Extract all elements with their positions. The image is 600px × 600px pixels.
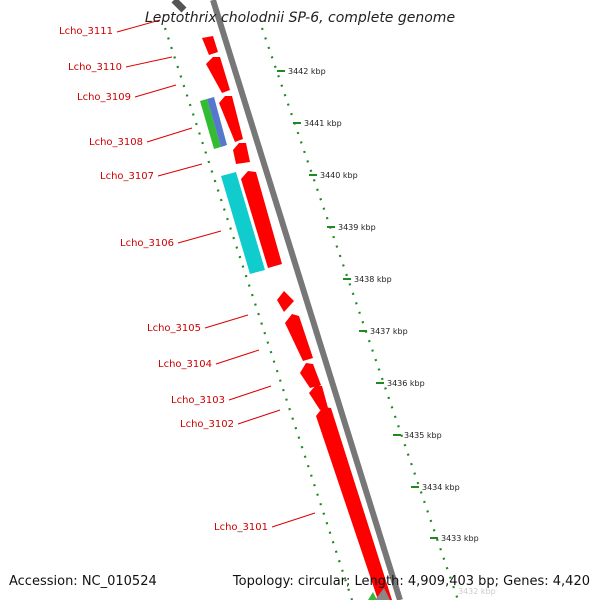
gene-arrow-bottom-grey bbox=[375, 588, 390, 600]
gene-label-leader bbox=[228, 385, 272, 401]
kbp-label: 3437 kbp bbox=[370, 327, 408, 336]
gene-label-lcho-3104[interactable]: Lcho_3104 bbox=[158, 359, 212, 370]
inner-dotted-ring bbox=[163, 27, 354, 600]
gene-label-leader bbox=[215, 349, 260, 365]
gene-label-lcho-3108[interactable]: Lcho_3108 bbox=[89, 137, 143, 148]
gene-arrow-lcho-3102[interactable] bbox=[309, 385, 328, 410]
gene-arrow-lcho-3105[interactable] bbox=[277, 291, 294, 312]
gene-labels: Lcho_3111 Lcho_3110 Lcho_3109 Lcho_3108 Lcho… bbox=[59, 19, 316, 533]
gene-label-leader bbox=[157, 163, 203, 177]
gene-arrow-lcho-3106[interactable] bbox=[241, 171, 282, 268]
kbp-label: 3440 kbp bbox=[320, 171, 358, 180]
kbp-ruler: 3442 kbp 3441 kbp 3440 kbp 3439 kbp 3438 kbp… bbox=[277, 67, 479, 543]
gene-label-leader bbox=[134, 84, 177, 98]
kbp-label: 3434 kbp bbox=[422, 483, 460, 492]
gene-label-lcho-3106[interactable]: Lcho_3106 bbox=[120, 238, 174, 249]
gene-label-leader bbox=[177, 230, 222, 244]
gene-arrow-bottom-green bbox=[368, 592, 377, 600]
gene-label-lcho-3103[interactable]: Lcho_3103 bbox=[171, 395, 225, 406]
gene-label-leader bbox=[271, 512, 316, 528]
kbp-label: 3438 kbp bbox=[354, 275, 392, 284]
gene-arrow-lcho-3103[interactable] bbox=[300, 363, 321, 388]
kbp-label: 3433 kbp bbox=[441, 534, 479, 543]
kbp-label: 3439 kbp bbox=[338, 223, 376, 232]
gene-arrow-lcho-3111[interactable] bbox=[202, 36, 218, 55]
gene-label-leader bbox=[116, 19, 161, 33]
gene-label-leader bbox=[237, 409, 281, 425]
gene-arrow-lcho-3101[interactable] bbox=[316, 407, 392, 600]
gene-arrow-lcho-3109-green[interactable] bbox=[200, 99, 221, 149]
kbp-label: 3436 kbp bbox=[387, 379, 425, 388]
gene-label-lcho-3102[interactable]: Lcho_3102 bbox=[180, 419, 234, 430]
gene-arrow-lcho-3109[interactable] bbox=[219, 96, 243, 142]
gene-label-lcho-3111[interactable]: Lcho_3111 bbox=[59, 26, 113, 37]
gene-label-lcho-3107[interactable]: Lcho_3107 bbox=[100, 171, 154, 182]
gene-arrows bbox=[200, 36, 392, 600]
kbp-label: 3442 kbp bbox=[288, 67, 326, 76]
genome-backbone-dark bbox=[171, 0, 187, 13]
gene-label-lcho-3101[interactable]: Lcho_3101 bbox=[214, 522, 268, 533]
kbp-label: 3435 kbp bbox=[404, 431, 442, 440]
page-title: Leptothrix cholodnii SP-6, complete geno… bbox=[144, 10, 456, 26]
genome-backbone bbox=[210, 0, 403, 600]
gene-arrow-lcho-3107[interactable] bbox=[221, 172, 265, 274]
gene-arrow-lcho-3109-blue[interactable] bbox=[207, 97, 227, 147]
gene-arrow-lcho-3104[interactable] bbox=[285, 314, 313, 361]
genome-summary: Topology: circular; Length: 4,909,403 bp… bbox=[232, 574, 590, 589]
gene-label-lcho-3105[interactable]: Lcho_3105 bbox=[147, 323, 201, 334]
gene-arrow-lcho-3110[interactable] bbox=[206, 57, 230, 93]
kbp-label-faint: 3432 kbp bbox=[458, 587, 496, 596]
gene-label-lcho-3110[interactable]: Lcho_3110 bbox=[68, 62, 122, 73]
accession-text: Accession: NC_010524 bbox=[9, 574, 157, 589]
gene-label-leader bbox=[146, 127, 193, 143]
gene-arrow-lcho-3108[interactable] bbox=[233, 143, 250, 164]
kbp-label: 3441 kbp bbox=[304, 119, 342, 128]
gene-label-leader bbox=[125, 56, 173, 68]
gene-label-lcho-3109[interactable]: Lcho_3109 bbox=[77, 92, 131, 103]
gene-label-leader bbox=[204, 314, 249, 329]
